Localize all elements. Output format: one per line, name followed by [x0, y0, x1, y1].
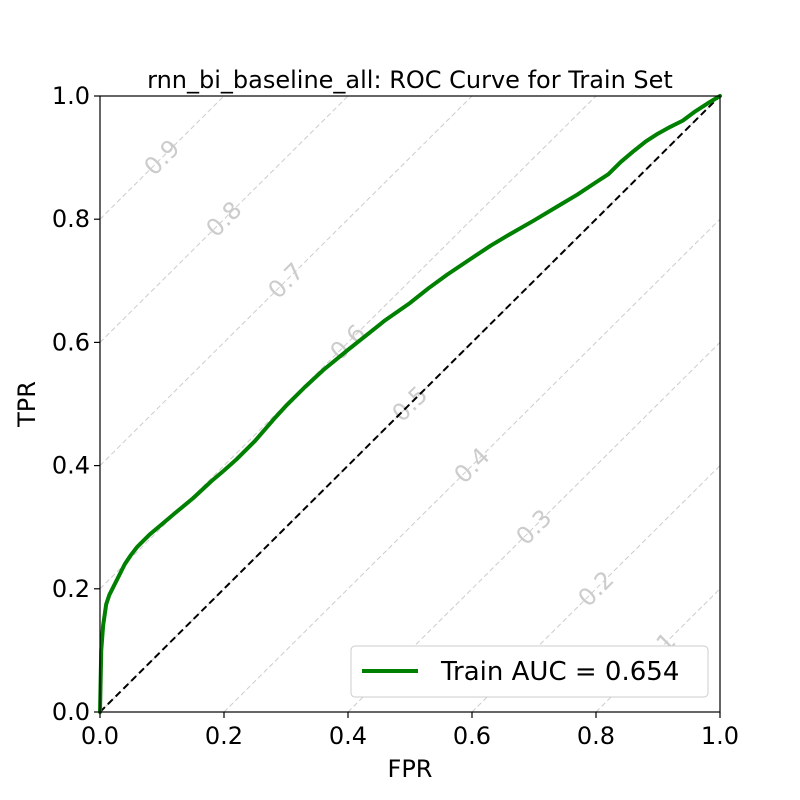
y-axis-label: TPR	[13, 381, 41, 428]
x-tick-label: 1.0	[701, 722, 739, 750]
legend-box	[350, 645, 709, 698]
iso-line-3	[99, 95, 473, 466]
y-tick-label: 0.0	[52, 698, 90, 726]
iso-line-6	[223, 218, 721, 713]
y-axis-ticks: 0.0 0.2 0.4 0.6 0.8 1.0	[52, 82, 100, 726]
y-tick-label: 0.2	[52, 575, 90, 603]
series-group	[98, 94, 722, 714]
iso-line-7	[347, 342, 721, 713]
iso-line-9	[595, 588, 721, 713]
y-tick-label: 1.0	[52, 82, 90, 110]
reference-diagonal-line	[99, 95, 721, 713]
legend-label: Train AUC = 0.654	[440, 657, 679, 687]
x-axis-label: FPR	[388, 755, 433, 783]
roc-curve-line-1	[98, 94, 722, 714]
x-tick-label: 0.6	[453, 722, 491, 750]
x-tick-label: 0.0	[81, 722, 119, 750]
iso-line-1	[99, 95, 225, 220]
legend: Train AUC = 0.654	[350, 645, 709, 698]
x-axis-ticks: 0.0 0.2 0.4 0.6 0.8 1.0	[81, 712, 739, 750]
plot-frame	[99, 95, 721, 713]
y-tick-label: 0.4	[52, 452, 90, 480]
y-tick-label: 0.8	[52, 205, 90, 233]
x-tick-label: 0.2	[205, 722, 243, 750]
x-tick-label: 0.4	[329, 722, 367, 750]
iso-line-2	[99, 95, 349, 343]
chart-title: rnn_bi_baseline_all: ROC Curve for Train…	[147, 66, 673, 94]
x-tick-label: 0.8	[577, 722, 615, 750]
y-tick-label: 0.6	[52, 328, 90, 356]
